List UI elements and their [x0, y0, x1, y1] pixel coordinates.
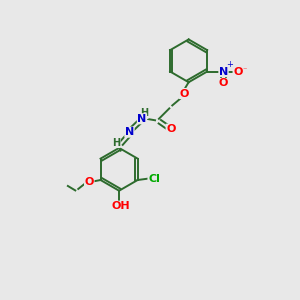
- Text: ⁻: ⁻: [242, 65, 247, 74]
- Text: OH: OH: [111, 201, 130, 211]
- Text: O: O: [166, 124, 176, 134]
- Text: Cl: Cl: [148, 173, 160, 184]
- Text: N: N: [219, 67, 228, 76]
- Text: N: N: [137, 114, 147, 124]
- Text: H: H: [140, 108, 148, 118]
- Text: +: +: [226, 60, 233, 69]
- Text: O: O: [85, 176, 94, 187]
- Text: O: O: [219, 78, 228, 88]
- Text: O: O: [179, 88, 189, 98]
- Text: O: O: [233, 67, 242, 76]
- Text: H: H: [112, 138, 120, 148]
- Text: N: N: [125, 127, 134, 137]
